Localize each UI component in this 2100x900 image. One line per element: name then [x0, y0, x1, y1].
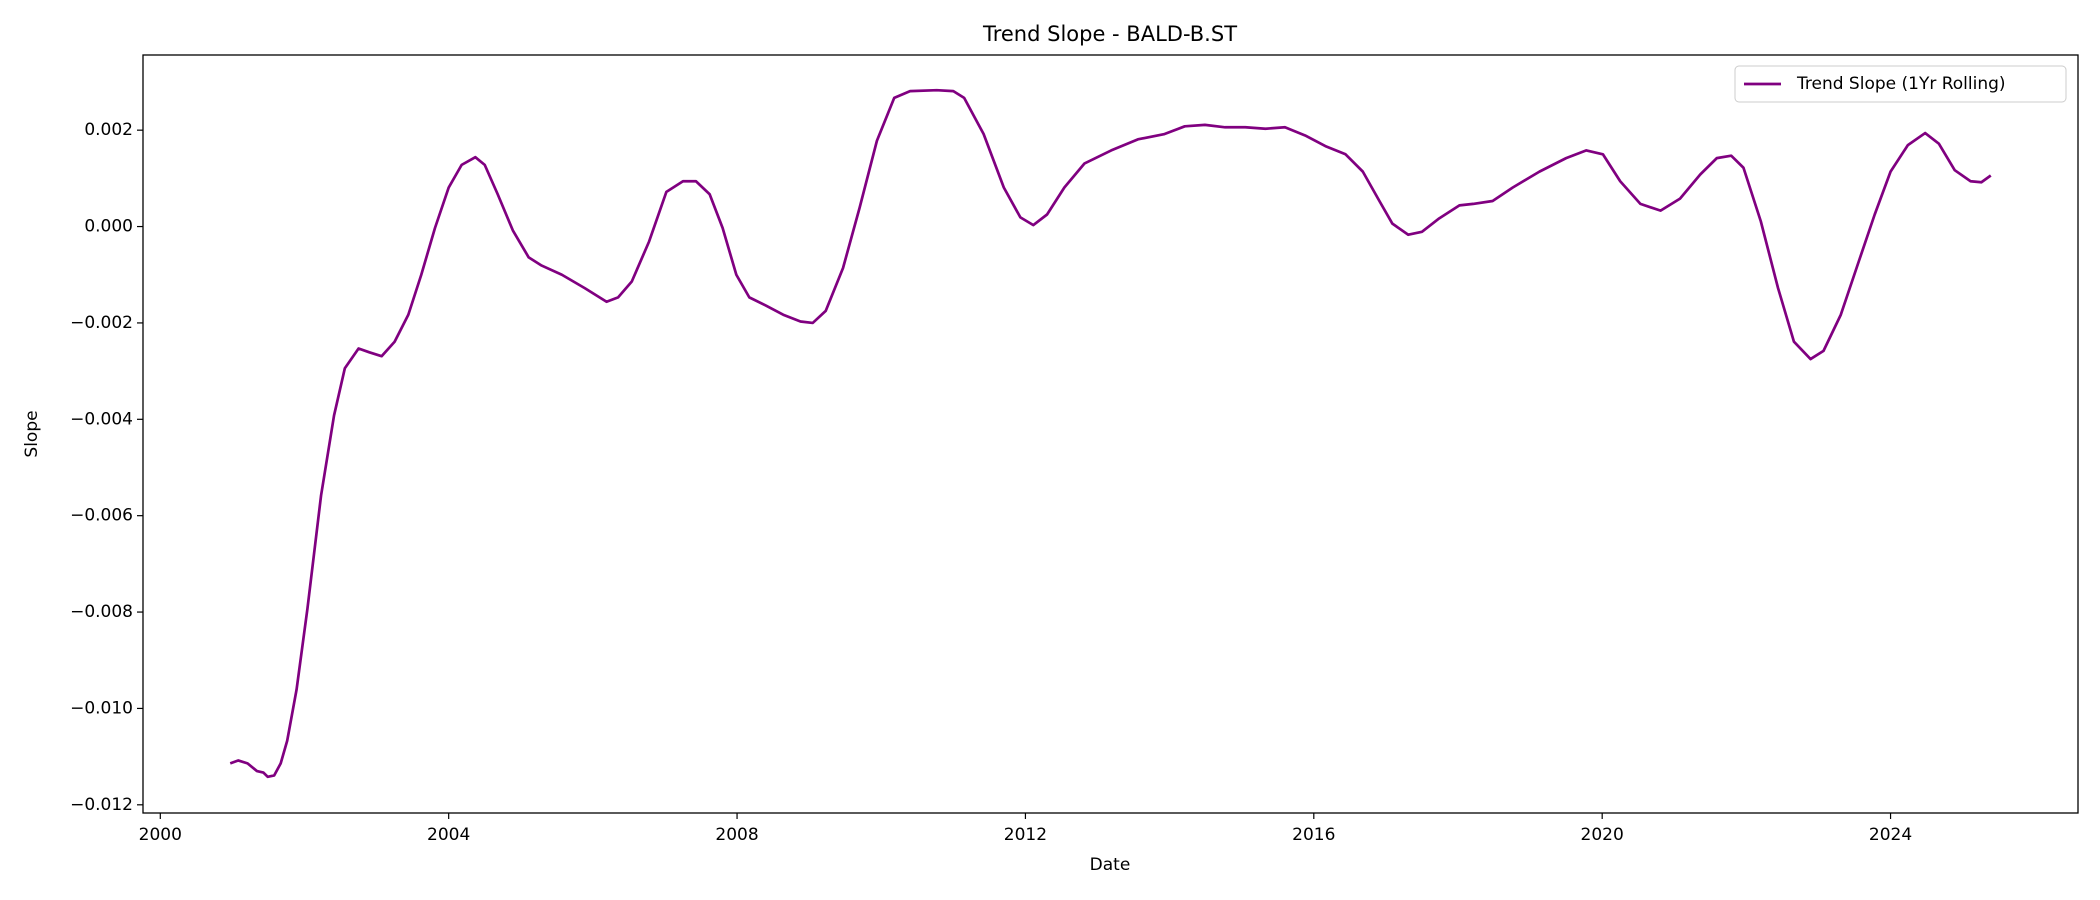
y-tick-label: 0.000 — [84, 217, 133, 237]
y-axis-label: Slope — [22, 410, 42, 457]
y-tick-label: −0.008 — [70, 602, 133, 622]
legend-box — [1734, 65, 2067, 103]
line-series — [229, 88, 1992, 779]
plot-frame — [142, 54, 2079, 814]
x-tick-label: 2004 — [427, 825, 470, 845]
y-tick-label: −0.010 — [70, 698, 133, 718]
legend: Trend Slope (1Yr Rolling) — [1734, 65, 2067, 103]
x-tick-label: 2000 — [139, 825, 182, 845]
y-tick-label: 0.002 — [84, 120, 133, 140]
y-tick-label: −0.012 — [70, 795, 133, 815]
x-tick-label: 2012 — [1004, 825, 1047, 845]
chart-title: Trend Slope - BALD-B.ST — [982, 22, 1237, 46]
x-axis-label: Date — [1090, 855, 1131, 875]
x-tick-label: 2024 — [1869, 825, 1912, 845]
legend-label: Trend Slope (1Yr Rolling) — [1796, 74, 2006, 94]
x-tick-label: 2016 — [1292, 825, 1335, 845]
x-tick-label: 2020 — [1581, 825, 1624, 845]
y-tick-label: −0.002 — [70, 313, 133, 333]
y-tick-label: −0.004 — [70, 409, 133, 429]
y-tick-label: −0.006 — [70, 506, 133, 526]
x-tick-label: 2008 — [715, 825, 758, 845]
